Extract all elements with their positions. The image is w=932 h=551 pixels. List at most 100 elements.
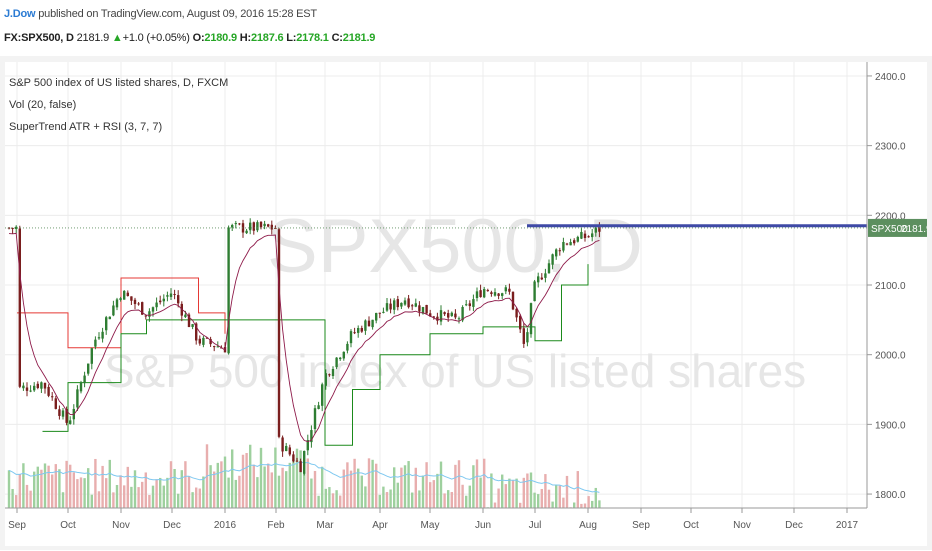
candle-body: [493, 292, 497, 296]
volume-bar: [349, 470, 353, 508]
volume-bar: [443, 493, 446, 508]
volume-bar: [367, 458, 371, 508]
candle-body: [18, 228, 21, 387]
candle-body: [130, 296, 133, 301]
candle-body: [115, 299, 119, 308]
volume-bar: [180, 470, 183, 508]
x-tick-label: Sep: [8, 520, 26, 531]
candle-body: [375, 312, 378, 321]
candle-body: [389, 303, 392, 310]
publish-text: published on TradingView.com, August 09,…: [38, 8, 317, 20]
candle-body: [393, 300, 396, 310]
candle-body: [299, 461, 302, 473]
volume-bar: [47, 465, 50, 508]
volume-bar: [537, 494, 540, 508]
candle-body: [533, 281, 536, 302]
volume-bar: [519, 502, 522, 508]
volume-bars: [7, 444, 601, 508]
volume-bar: [587, 496, 590, 508]
candle-body: [285, 445, 288, 451]
x-tick-label: 2017: [836, 520, 859, 531]
close-label: C:: [331, 32, 343, 44]
candle-body: [515, 308, 518, 318]
candle-body: [501, 293, 504, 296]
volume-bar: [108, 459, 111, 508]
candle-body: [429, 313, 432, 317]
symbol-label: FX:SPX500, D: [4, 32, 74, 44]
candle-body: [378, 312, 381, 314]
candle-body: [263, 223, 266, 227]
volume-bar: [360, 475, 363, 508]
volume-bar: [576, 471, 579, 508]
axes: 2400.0 2300.0 2200.0 2100.0 2000.0 1900.0 1800…: [5, 62, 927, 546]
candle-body: [47, 386, 50, 396]
volume-bar: [504, 484, 507, 508]
price-chart[interactable]: SPX500, D S&P 500 index of US listed sha…: [5, 62, 932, 546]
x-tick-label: Nov: [733, 520, 751, 531]
volume-bar: [439, 461, 443, 508]
volume-bar: [191, 492, 194, 508]
candle-body: [411, 305, 414, 307]
volume-bar: [58, 469, 61, 508]
candle-body: [270, 224, 273, 230]
volume-bar: [18, 473, 21, 508]
candle-body: [108, 316, 111, 320]
volume-bar: [148, 494, 151, 508]
candle-body: [450, 312, 453, 316]
candle-body: [101, 331, 104, 339]
volume-bar: [461, 484, 464, 508]
volume-bar: [288, 462, 291, 508]
volume-bar: [547, 489, 551, 508]
volume-bar: [119, 475, 122, 508]
price-tag[interactable]: SPX500 2181.9: [868, 218, 932, 237]
candle-body: [292, 454, 295, 462]
candle-body: [177, 295, 180, 304]
volume-bar: [202, 476, 205, 508]
candle-body: [519, 315, 522, 330]
volume-bar: [133, 470, 137, 508]
volume-bar: [274, 447, 277, 508]
candle-body: [537, 276, 540, 283]
volume-bar: [583, 503, 587, 508]
volume-bar: [209, 465, 212, 508]
candle-body: [25, 387, 29, 391]
candle-body: [547, 263, 551, 274]
price-axis-background: [867, 62, 927, 508]
candle-body: [213, 346, 216, 348]
candle-body: [209, 339, 212, 345]
volume-bar: [22, 463, 25, 508]
volume-bar: [407, 461, 410, 508]
candle-body: [364, 320, 367, 331]
watermark-name: S&P 500 index of US listed shares: [104, 345, 806, 397]
candle-body: [526, 332, 529, 343]
y-tick-label: 2200.0: [875, 211, 906, 222]
volume-bar: [29, 490, 32, 508]
volume-bar: [306, 458, 309, 508]
x-tick-label: Sep: [632, 520, 650, 531]
volume-bar: [263, 466, 266, 508]
volume-bar: [299, 450, 302, 508]
volume-bar: [403, 465, 407, 508]
candle-body: [195, 323, 198, 341]
volume-bar: [493, 502, 497, 508]
candle-body: [346, 343, 349, 351]
volume-bar: [252, 464, 255, 508]
open-label: O:: [192, 32, 205, 44]
volume-bar: [324, 488, 327, 508]
volume-bar: [591, 500, 594, 508]
volume-bar: [245, 453, 248, 508]
chart-area[interactable]: SPX500, D S&P 500 index of US listed sha…: [5, 62, 932, 546]
candle-body: [529, 303, 533, 335]
volume-bar: [87, 468, 90, 508]
y-tick-label: 1900.0: [875, 420, 906, 431]
x-tick-label: Oct: [60, 520, 76, 531]
volume-bar: [15, 495, 18, 508]
author-link[interactable]: J.Dow: [4, 8, 36, 20]
y-tick-label: 2300.0: [875, 142, 906, 153]
candle-body: [205, 337, 209, 339]
x-tick-label: Mar: [316, 520, 334, 531]
volume-bar: [533, 492, 536, 508]
volume-bar: [249, 444, 252, 508]
candle-body: [407, 298, 410, 308]
volume-bar: [457, 460, 461, 508]
